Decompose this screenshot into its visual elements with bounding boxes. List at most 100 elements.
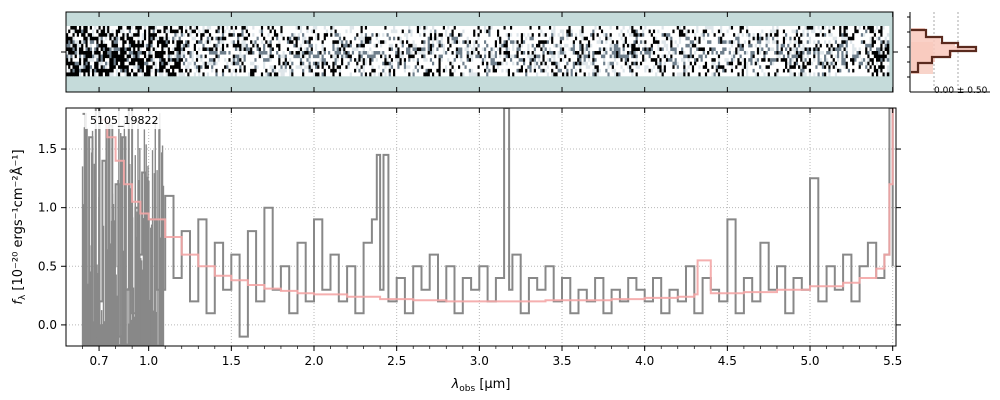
spectrum-2d-pixel (555, 29, 558, 34)
spectrum-2d-pixel (237, 65, 240, 70)
spectrum-2d-pixel (228, 26, 231, 30)
spectrum-2d-pixel (78, 65, 82, 70)
spectrum-2d-pixel (167, 65, 171, 70)
spectrum-2d-pixel (425, 51, 428, 55)
spectrum-2d-pixel (644, 51, 647, 55)
spectrum-2d-pixel (284, 47, 288, 52)
spectrum-2d-pixel (774, 51, 777, 55)
spectrum-2d-pixel (834, 47, 838, 52)
spectrum-2d-pixel (397, 26, 400, 30)
spectrum-2d-pixel (698, 51, 701, 55)
spectrum-2d-pixel (172, 43, 175, 48)
spectrum-2d-pixel (295, 54, 299, 59)
spectrum-2d-pixel (241, 65, 244, 70)
spectrum-2d-pixel (464, 33, 467, 38)
spectrum-2d-pixel (228, 47, 231, 52)
spectrum-2d-pixel (642, 51, 645, 55)
spectrum-2d-pixel (583, 72, 587, 77)
spectrum-2d-pixel (583, 68, 587, 73)
spectrum-2d-pixel (501, 68, 504, 73)
spectrum-2d-pixel (137, 47, 140, 52)
spectrum-2d-pixel (681, 36, 684, 41)
spectrum-2d-pixel (87, 51, 91, 55)
spectrum-2d-pixel (581, 47, 584, 52)
spectrum-2d-pixel (373, 61, 377, 66)
spectrum-2d-pixel (334, 40, 338, 45)
spectrum-2d-pixel (169, 43, 173, 48)
spectrum-2d-pixel (395, 40, 398, 45)
spectrum-2d-pixel (587, 43, 591, 48)
spectrum-2d-pixel (834, 36, 838, 41)
spectrum-2d-pixel (66, 58, 69, 63)
spectrum-2d-pixel (728, 51, 732, 55)
spectrum-2d-pixel (124, 58, 127, 63)
spectrum-2d-pixel (676, 36, 680, 41)
spectrum-2d-pixel (187, 65, 190, 70)
spectrum-2d-pixel (230, 43, 234, 48)
spectrum-2d-pixel (438, 61, 441, 66)
spectrum-2d-pixel (661, 51, 665, 55)
spectrum-2d-pixel (191, 29, 195, 34)
spectrum-2d-pixel (338, 33, 342, 38)
spectrum-2d-pixel (265, 33, 268, 38)
spectrum-2d-pixel (406, 29, 409, 34)
spectrum-2d-pixel (471, 61, 474, 66)
spectrum-2d-pixel (215, 61, 218, 66)
spectrum-2d-pixel (646, 68, 649, 73)
spectrum-2d-pixel (449, 68, 452, 73)
spectrum-2d-pixel (791, 65, 795, 70)
spectrum-2d-pixel (676, 40, 680, 45)
spectrum-2d-pixel (778, 26, 782, 30)
spectrum-2d-pixel (230, 72, 234, 77)
spectrum-2d-pixel (72, 29, 75, 34)
spectrum-2d-pixel (772, 43, 775, 48)
spectrum-2d-pixel (429, 26, 433, 30)
spectrum-2d-pixel (122, 43, 125, 48)
spectrum-2d-pixel (148, 61, 151, 66)
spectrum-2d-pixel (310, 65, 314, 70)
spectrum-2d-pixel (161, 68, 164, 73)
spectrum-2d-pixel (707, 58, 710, 63)
spectrum-2d-pixel (529, 29, 532, 34)
spectrum-2d-pixel (646, 47, 649, 52)
spectrum-2d-pixel (811, 47, 814, 52)
spectrum-2d-pixel (717, 43, 721, 48)
spectrum-2d-pixel (408, 65, 411, 70)
spectrum-2d-pixel (741, 72, 745, 77)
spectrum-2d-pixel (522, 72, 526, 77)
spectrum-2d-pixel (278, 72, 281, 77)
spectrum-2d-pixel (377, 58, 381, 63)
spectrum-2d-pixel (564, 47, 567, 52)
spectrum-2d-pixel (230, 51, 234, 55)
spectrum-2d-pixel (583, 65, 587, 70)
spectrum-2d-pixel (458, 61, 461, 66)
spectrum-2d-pixel (538, 29, 541, 34)
spectrum-2d-pixel (414, 47, 418, 52)
spectrum-2d-pixel (644, 47, 647, 52)
spectrum-2d-pixel (607, 51, 610, 55)
spectrum-2d-pixel (182, 36, 186, 41)
spectrum-2d-pixel (700, 43, 704, 48)
spectrum-2d-pixel (564, 33, 567, 38)
spectrum-2d-pixel (828, 65, 831, 70)
spectrum-2d-pixel (548, 36, 552, 41)
spectrum-2d-pixel (678, 40, 682, 45)
spectrum-2d-pixel (535, 47, 539, 52)
spectrum-2d-pixel (507, 61, 511, 66)
spectrum-2d-pixel (815, 68, 818, 73)
spectrum-2d-pixel (655, 68, 658, 73)
spectrum-2d-pixel (213, 58, 216, 63)
spectrum-2d-pixel (208, 68, 212, 73)
spectrum-2d-pixel (789, 54, 792, 59)
spectrum-2d-pixel (780, 40, 784, 45)
spectrum-2d-pixel (696, 61, 699, 66)
spectrum-2d-pixel (139, 68, 143, 73)
spectrum-2d-pixel (492, 61, 496, 66)
spectrum-2d-pixel (750, 40, 753, 45)
spectrum-2d-pixel (211, 26, 214, 30)
spectrum-2d-pixel (759, 36, 762, 41)
spectrum-2d-pixel (702, 33, 706, 38)
spectrum-2d-pixel (319, 33, 322, 38)
spectrum-2d-pixel (611, 33, 615, 38)
spectrum-2d-pixel (585, 72, 589, 77)
